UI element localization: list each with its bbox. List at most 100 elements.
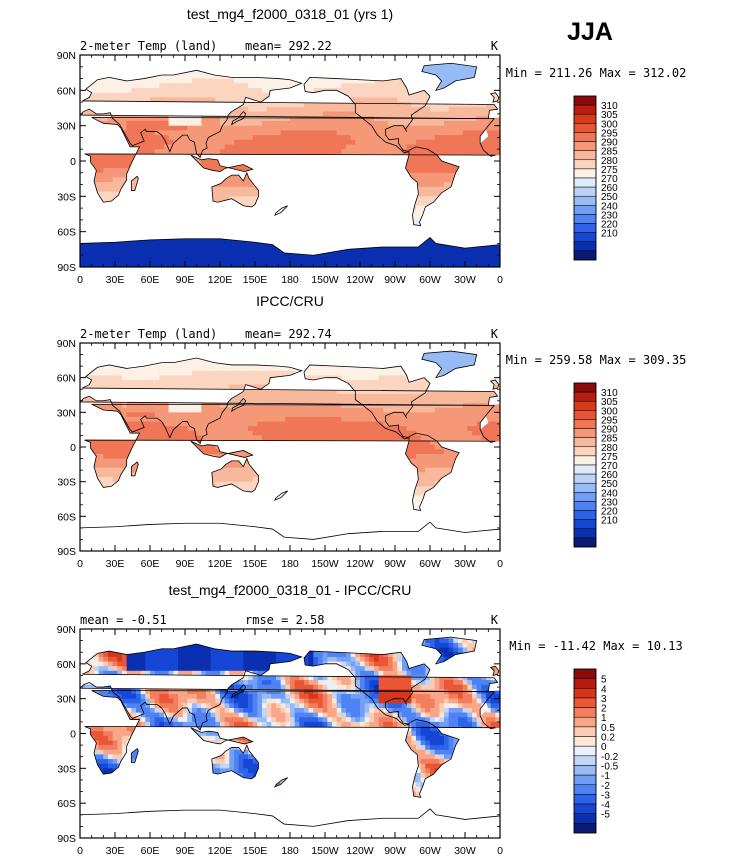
colorbar-box	[573, 150, 597, 161]
colorbar-label: 5	[601, 675, 607, 686]
colorbar-label: -4	[601, 800, 610, 811]
colorbar-label: 305	[601, 397, 618, 408]
colorbar-box	[573, 95, 597, 106]
colorbar-box	[573, 250, 597, 261]
colorbar-label: 1	[601, 713, 607, 724]
colorbar-box	[573, 113, 597, 124]
colorbar-box	[573, 716, 597, 728]
colorbar-box	[573, 455, 597, 466]
colorbar-box	[573, 794, 597, 805]
lon-tick-label: 150W	[311, 274, 339, 286]
colorbar-box	[573, 410, 597, 420]
colorbar-box	[573, 446, 597, 457]
colorbar-label: 2	[601, 704, 607, 715]
colorbar-label: 3	[601, 694, 607, 705]
colorbar-box	[573, 745, 597, 757]
colorbar-box	[573, 803, 597, 814]
colorbar: 3103053002952902852802752702602502402302…	[573, 382, 618, 548]
lon-tick-label: 30E	[106, 845, 125, 857]
colorbar-label: 210	[601, 229, 618, 240]
colorbar-label: 300	[601, 406, 618, 417]
colorbar-box	[573, 482, 597, 493]
colorbar-box	[573, 784, 597, 795]
lon-tick-label: 0	[77, 558, 83, 570]
colorbar-box	[573, 241, 597, 252]
lon-tick-label: 120E	[208, 558, 233, 570]
lon-tick-label: 150W	[311, 558, 339, 570]
map-area	[80, 636, 500, 838]
lat-tick-label: 30N	[57, 121, 76, 133]
colorbar-box	[573, 473, 597, 484]
colorbar-box	[573, 668, 597, 679]
colorbar-label: 260	[601, 470, 618, 481]
units-label: K	[491, 327, 499, 341]
lon-tick-label: 180	[281, 845, 299, 857]
lat-tick-label: 60S	[57, 511, 76, 523]
center-label: mean= 292.74	[245, 327, 332, 341]
colorbar-box	[573, 813, 597, 824]
colorbar-box	[573, 510, 597, 520]
colorbar-label: -0.5	[601, 761, 619, 772]
panel-3: test_mg4_f2000_0318_01 - IPCC/CRU mean = …	[57, 582, 683, 857]
lon-tick-label: 60E	[141, 845, 160, 857]
panel-title: test_mg4_f2000_0318_01 - IPCC/CRU	[169, 582, 412, 598]
colorbar-box	[573, 186, 597, 197]
lat-tick-label: 30N	[57, 694, 76, 706]
colorbar-label: 4	[601, 684, 607, 695]
lon-tick-label: 0	[77, 845, 83, 857]
lon-tick-label: 90E	[176, 845, 195, 857]
colorbar-box	[573, 537, 597, 548]
colorbar-label: 285	[601, 147, 618, 158]
lat-tick-label: 60N	[57, 85, 76, 97]
lon-tick-label: 120W	[346, 558, 374, 570]
colorbar-label: 305	[601, 110, 618, 121]
colorbar-label: -5	[601, 810, 610, 821]
lat-tick-label: 60S	[57, 227, 76, 239]
center-label: rmse = 2.58	[245, 613, 324, 627]
coastlines	[80, 62, 500, 267]
colorbar-label: 310	[601, 388, 618, 399]
panel-2: IPCC/CRU 2-meter Temp (land) mean= 292.74 K…	[57, 293, 687, 570]
colorbar-box	[573, 464, 597, 475]
lon-tick-label: 60E	[141, 274, 160, 286]
lon-tick-label: 60W	[419, 845, 441, 857]
colorbar-box	[573, 159, 597, 170]
colorbar-label: 295	[601, 128, 618, 139]
lat-tick-label: 30S	[57, 191, 76, 203]
lon-tick-label: 0	[77, 274, 83, 286]
colorbar-label: 270	[601, 461, 618, 472]
lon-tick-label: 90E	[176, 274, 195, 286]
lat-tick-label: 60S	[57, 798, 76, 810]
colorbar-box	[573, 823, 597, 834]
colorbar-label: 0	[601, 742, 607, 753]
colorbar-box	[573, 205, 597, 215]
colorbar-box	[573, 697, 597, 708]
lon-tick-label: 30W	[454, 845, 476, 857]
min-max-stats: Min = 259.58 Max = 309.35	[506, 353, 687, 367]
colorbar-box	[573, 214, 597, 224]
colorbar-box	[573, 168, 597, 179]
colorbar-label: 250	[601, 479, 618, 490]
colorbar-box	[573, 391, 597, 402]
map-area	[80, 350, 500, 551]
colorbar-box	[573, 232, 597, 243]
coastlines	[80, 636, 500, 838]
colorbar-label: 240	[601, 201, 618, 212]
colorbar-box	[573, 223, 597, 233]
colorbar-label: -0.2	[601, 752, 619, 763]
colorbar-box	[573, 688, 597, 699]
colorbar-box	[573, 678, 597, 689]
units-label: K	[491, 613, 499, 627]
min-max-stats: Min = 211.26 Max = 312.02	[506, 66, 687, 80]
lon-tick-label: 60W	[419, 274, 441, 286]
colorbar-box	[573, 382, 597, 393]
map-area	[80, 62, 500, 267]
colorbar-box	[573, 141, 597, 151]
left-label: 2-meter Temp (land)	[80, 39, 217, 53]
colorbar-box	[573, 528, 597, 539]
center-label: mean= 292.22	[245, 39, 332, 53]
colorbar-label: 230	[601, 210, 618, 221]
colorbar-box	[573, 492, 597, 502]
